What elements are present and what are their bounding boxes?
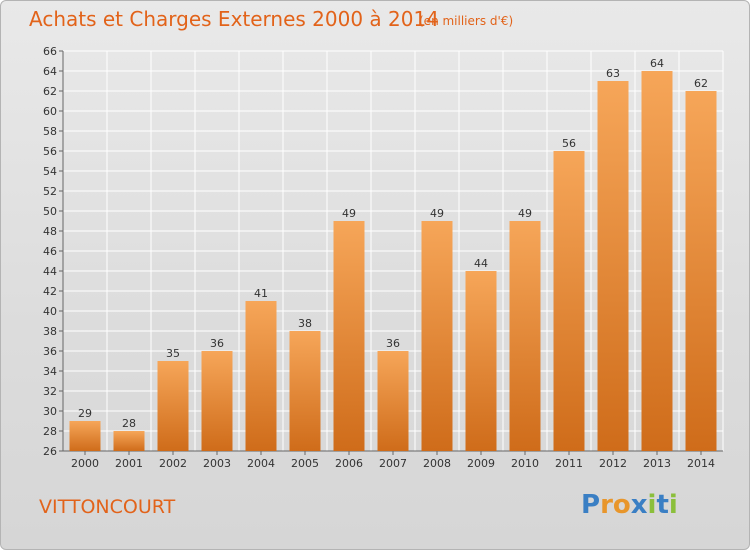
y-tick-label: 48 bbox=[43, 225, 57, 238]
data-label-2006: 49 bbox=[342, 207, 356, 220]
x-tick-label-2005: 2005 bbox=[291, 457, 319, 470]
y-tick-label: 46 bbox=[43, 245, 57, 258]
x-tick-label-2013: 2013 bbox=[643, 457, 671, 470]
data-label-2001: 28 bbox=[122, 417, 136, 430]
bar-2002 bbox=[157, 361, 189, 451]
y-tick-label: 60 bbox=[43, 105, 57, 118]
y-tick-label: 26 bbox=[43, 445, 57, 458]
logo-letter: t bbox=[656, 490, 669, 520]
commune-name: VITTONCOURT bbox=[39, 496, 176, 518]
x-tick-label-2009: 2009 bbox=[467, 457, 495, 470]
bar-2008 bbox=[421, 221, 453, 451]
y-tick-label: 66 bbox=[43, 45, 57, 58]
x-tick-label-2001: 2001 bbox=[115, 457, 143, 470]
labels: 26 28 30 32 34 36 38 40 42 44 46 48 50 52 54 56 58 60 62 64… bbox=[43, 45, 715, 470]
data-label-2002: 35 bbox=[166, 347, 180, 360]
y-tick-label: 44 bbox=[43, 265, 57, 278]
data-label-2003: 36 bbox=[210, 337, 224, 350]
y-tick-label: 50 bbox=[43, 205, 57, 218]
x-tick-label-2003: 2003 bbox=[203, 457, 231, 470]
data-label-2011: 56 bbox=[562, 137, 576, 150]
data-label-2007: 36 bbox=[386, 337, 400, 350]
y-tick-label: 38 bbox=[43, 325, 57, 338]
data-label-2009: 44 bbox=[474, 257, 488, 270]
bar-2000 bbox=[69, 421, 101, 451]
chart-title: Achats et Charges Externes 2000 à 2014 bbox=[29, 7, 439, 31]
x-tick-label-2007: 2007 bbox=[379, 457, 407, 470]
bar-2005 bbox=[289, 331, 321, 451]
bar-2009 bbox=[465, 271, 497, 451]
x-tick-label-2012: 2012 bbox=[599, 457, 627, 470]
data-label-2000: 29 bbox=[78, 407, 92, 420]
logo-letter: x bbox=[630, 490, 648, 520]
bar-2006 bbox=[333, 221, 365, 451]
data-label-2010: 49 bbox=[518, 207, 532, 220]
x-tick-label-2014: 2014 bbox=[687, 457, 715, 470]
logo-letter: i bbox=[647, 490, 657, 520]
y-tick-label: 40 bbox=[43, 305, 57, 318]
x-tick-label-2004: 2004 bbox=[247, 457, 275, 470]
bar-2013 bbox=[641, 71, 673, 451]
x-tick-label-2000: 2000 bbox=[71, 457, 99, 470]
bar-2001 bbox=[113, 431, 145, 451]
y-tick-label: 62 bbox=[43, 85, 57, 98]
y-tick-label: 30 bbox=[43, 405, 57, 418]
logo-letter: o bbox=[612, 490, 631, 520]
y-tick-label: 34 bbox=[43, 365, 57, 378]
bar-2011 bbox=[553, 151, 585, 451]
x-tick-label-2008: 2008 bbox=[423, 457, 451, 470]
bar-2010 bbox=[509, 221, 541, 451]
y-tick-label: 42 bbox=[43, 285, 57, 298]
logo-letter: i bbox=[668, 490, 678, 520]
chart-subtitle: (en milliers d'€) bbox=[419, 14, 514, 28]
bars bbox=[69, 71, 717, 451]
y-tick-label: 36 bbox=[43, 345, 57, 358]
y-tick-label: 58 bbox=[43, 125, 57, 138]
bar-2012 bbox=[597, 81, 629, 451]
x-tick-label-2002: 2002 bbox=[159, 457, 187, 470]
data-label-2008: 49 bbox=[430, 207, 444, 220]
bar-2007 bbox=[377, 351, 409, 451]
data-label-2014: 62 bbox=[694, 77, 708, 90]
y-tick-label: 28 bbox=[43, 425, 57, 438]
y-tick-label: 56 bbox=[43, 145, 57, 158]
data-label-2005: 38 bbox=[298, 317, 312, 330]
bar-2014 bbox=[685, 91, 717, 451]
y-tick-label: 32 bbox=[43, 385, 57, 398]
bar-2004 bbox=[245, 301, 277, 451]
bar-2003 bbox=[201, 351, 233, 451]
y-tick-label: 64 bbox=[43, 65, 57, 78]
logo-letter: P bbox=[581, 490, 601, 520]
y-tick-label: 54 bbox=[43, 165, 57, 178]
y-tick-label: 52 bbox=[43, 185, 57, 198]
data-label-2013: 64 bbox=[650, 57, 664, 70]
logo-letter: r bbox=[600, 490, 613, 520]
x-tick-label-2011: 2011 bbox=[555, 457, 583, 470]
data-label-2004: 41 bbox=[254, 287, 268, 300]
x-tick-label-2010: 2010 bbox=[511, 457, 539, 470]
proxiti-logo: Proxiti bbox=[581, 490, 678, 520]
data-label-2012: 63 bbox=[606, 67, 620, 80]
x-tick-label-2006: 2006 bbox=[335, 457, 363, 470]
